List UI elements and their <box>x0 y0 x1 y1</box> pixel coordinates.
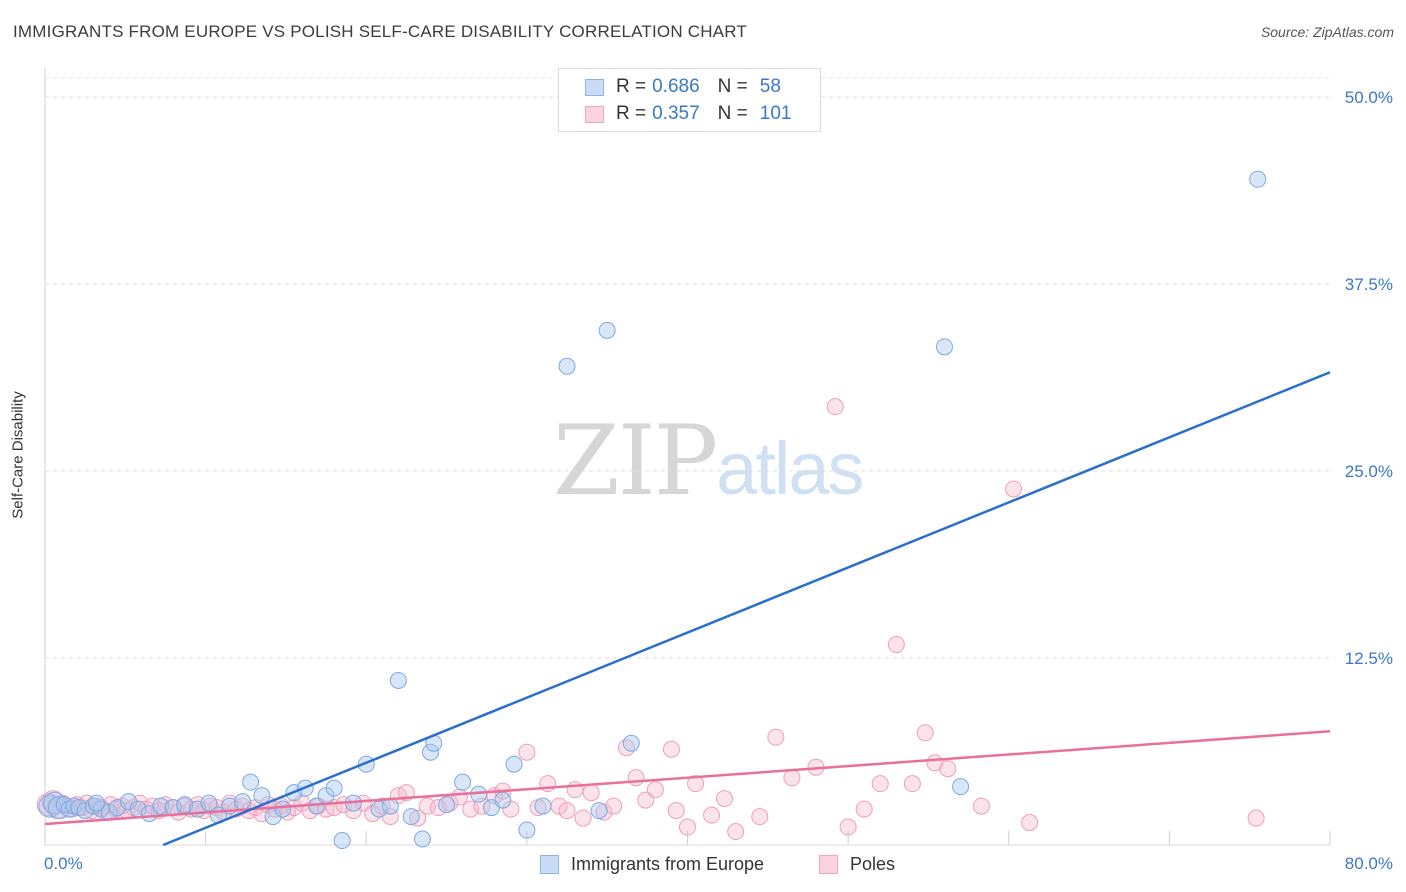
y-tick-label: 50.0% <box>1345 88 1393 107</box>
point-europe <box>274 800 292 818</box>
point-europe <box>590 802 608 820</box>
point-poles <box>972 797 990 815</box>
point-europe <box>253 787 271 805</box>
legend-n-value: 101 <box>759 103 792 124</box>
bottom-legend-label-europe: Immigrants from Europe <box>571 853 765 874</box>
legend-r-value: 0.686 <box>652 76 700 97</box>
source-label: Source: ZipAtlas.com <box>1260 24 1394 40</box>
point-europe <box>108 799 126 817</box>
point-poles <box>783 769 801 787</box>
point-poles <box>1005 480 1023 498</box>
point-europe <box>413 830 431 848</box>
point-europe <box>389 671 407 689</box>
point-poles <box>667 802 685 820</box>
legend-row-europe: R = 0.686 N = 58 <box>585 75 781 99</box>
point-europe <box>1249 170 1267 188</box>
point-europe <box>176 796 194 814</box>
point-poles <box>871 775 889 793</box>
y-tick-label: 37.5% <box>1345 275 1393 294</box>
watermark-atlas: atlas <box>716 427 864 510</box>
x-tick-label: 0.0% <box>44 854 83 873</box>
point-poles <box>646 781 664 799</box>
point-europe <box>505 755 523 773</box>
y-tick-label: 25.0% <box>1345 462 1393 481</box>
point-poles <box>617 739 635 757</box>
point-poles <box>727 823 745 841</box>
point-europe <box>518 821 536 839</box>
point-europe <box>494 791 512 809</box>
legend-swatch-poles <box>585 105 604 123</box>
bottom-legend-poles: Poles <box>819 852 895 876</box>
point-poles <box>558 802 576 820</box>
point-poles <box>751 808 769 826</box>
point-europe <box>402 808 420 826</box>
point-poles <box>826 398 844 416</box>
point-poles <box>855 800 873 818</box>
legend: R = 0.686 N = 58 R = 0.357 N = 101 <box>558 68 821 132</box>
point-poles <box>354 794 372 812</box>
point-europe <box>333 832 351 850</box>
point-poles <box>574 809 592 827</box>
point-poles <box>409 809 427 827</box>
point-europe <box>438 796 456 814</box>
point-europe <box>622 734 640 752</box>
bottom-legend-europe: Immigrants from Europe <box>540 852 764 876</box>
point-poles <box>605 797 623 815</box>
trendline-poles <box>44 730 1331 826</box>
point-europe <box>598 321 616 339</box>
point-europe <box>936 338 953 356</box>
legend-n-value: 58 <box>759 76 781 97</box>
point-europe <box>952 778 970 796</box>
point-poles <box>767 728 785 746</box>
legend-r-label: R = <box>616 103 647 124</box>
point-europe <box>558 357 576 375</box>
legend-r-label: R = <box>616 76 647 97</box>
point-europe <box>534 797 552 815</box>
point-europe <box>152 797 170 815</box>
point-poles <box>903 775 921 793</box>
chart-title: IMMIGRANTS FROM EUROPE VS POLISH SELF-CA… <box>13 22 747 41</box>
point-poles <box>887 636 905 654</box>
point-poles <box>687 775 705 793</box>
legend-row-poles: R = 0.357 N = 101 <box>585 102 791 126</box>
point-poles <box>939 760 957 778</box>
watermark: ZIPatlas <box>553 405 865 517</box>
legend-r-value: 0.357 <box>652 103 700 124</box>
bottom-legend-swatch-poles <box>819 854 838 874</box>
point-poles <box>1021 814 1039 832</box>
point-poles <box>715 790 733 808</box>
legend-n-label: N = <box>717 76 748 97</box>
bottom-legend-label-poles: Poles <box>850 853 896 874</box>
point-europe <box>422 743 439 761</box>
point-europe <box>242 773 260 791</box>
point-poles <box>662 740 680 758</box>
point-poles <box>637 791 655 809</box>
point-europe <box>87 794 105 812</box>
point-poles <box>916 724 934 742</box>
bottom-legend-swatch-europe <box>540 854 559 874</box>
point-europe <box>454 773 472 791</box>
point-poles <box>627 769 645 787</box>
point-poles <box>582 784 600 802</box>
legend-n-label: N = <box>717 103 748 124</box>
legend-swatch-europe <box>585 78 604 96</box>
point-europe <box>325 779 343 797</box>
point-poles <box>1247 809 1265 827</box>
point-poles <box>462 800 480 818</box>
x-tick-label: 80.0% <box>1345 854 1393 873</box>
point-poles <box>566 781 584 799</box>
point-poles <box>518 743 536 761</box>
point-poles <box>839 818 857 836</box>
point-europe <box>234 793 252 811</box>
watermark-zip: ZIP <box>553 405 718 517</box>
point-poles <box>703 806 721 824</box>
y-tick-label: 12.5% <box>1345 649 1393 668</box>
point-poles <box>679 818 696 836</box>
trendline-europe <box>162 371 1331 847</box>
